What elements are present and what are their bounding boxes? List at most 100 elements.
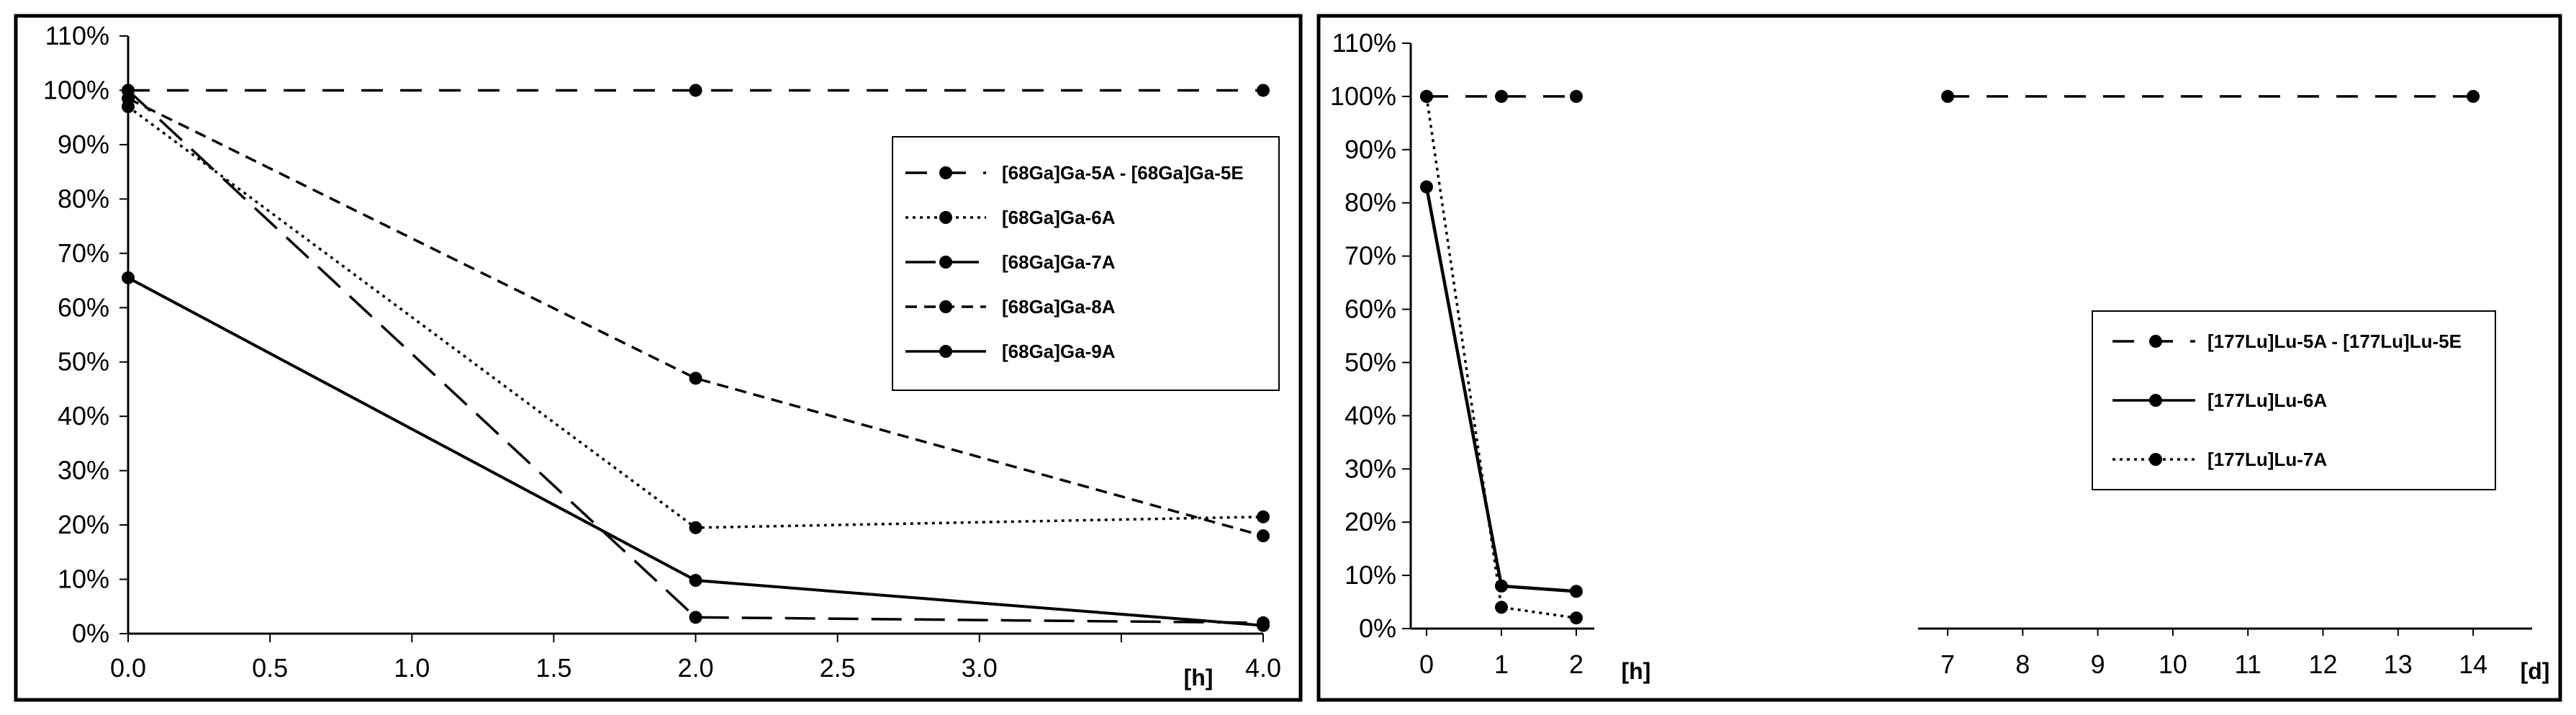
right-y-tick-label: 80%	[1345, 188, 1396, 217]
left-x-unit-label: [h]	[1184, 665, 1214, 691]
left-series-line	[127, 89, 1264, 624]
right-series-line	[1425, 96, 1577, 619]
left-x-tick-label: 4.0	[1245, 653, 1281, 683]
left-legend-marker	[939, 256, 952, 269]
left-data-point	[122, 91, 135, 105]
right-legend-entry: [177Lu]Lu-7A	[2112, 449, 2327, 470]
right-y-tick-label: 50%	[1345, 347, 1396, 377]
left-data-point	[1257, 84, 1270, 97]
right-chart-frame	[1316, 14, 2562, 702]
right-legend: [177Lu]Lu-5A - [177Lu]Lu-5E [177Lu]Lu-6A […	[2092, 310, 2496, 490]
left-legend-entry: [68Ga]Ga-6A	[905, 207, 1116, 228]
right-data-point	[1941, 89, 1954, 103]
right-data-point	[1570, 611, 1583, 625]
right-data-point	[1420, 180, 1433, 194]
right-data-point	[2467, 89, 2480, 103]
left-data-point	[1257, 529, 1270, 543]
left-y-tick-label: 60%	[58, 292, 109, 322]
left-data-point	[689, 84, 702, 97]
left-legend-entry: [68Ga]Ga-7A	[905, 251, 1116, 273]
right-y-tick-label: 70%	[1345, 241, 1396, 271]
right-legend-marker	[2149, 453, 2162, 466]
left-x-tick-label: 0.0	[110, 653, 146, 683]
left-y-tick-label: 100%	[43, 75, 109, 104]
left-data-point	[122, 271, 135, 284]
left-data-point	[1257, 619, 1270, 632]
left-series-line	[127, 97, 1264, 537]
right-data-point	[1570, 89, 1583, 103]
left-x-tick-label: 0.5	[252, 653, 288, 683]
right-legend-marker	[2149, 394, 2162, 407]
left-y-tick-label: 40%	[58, 401, 109, 431]
left-data-point	[689, 574, 702, 588]
right-y-tick-label: 60%	[1345, 294, 1396, 324]
right-series-1	[1420, 89, 2480, 103]
right-y-tick-label: 0%	[1359, 613, 1396, 643]
left-legend-label: [68Ga]Ga-5A - [68Ga]Ga-5E	[1002, 162, 1244, 184]
left-legend-label: [68Ga]Ga-8A	[1002, 296, 1116, 318]
left-y-tick-label: 110%	[45, 21, 109, 50]
left-legend-marker	[939, 345, 952, 358]
right-x-tick-label: 2	[1569, 649, 1583, 679]
left-y-tick-label: 0%	[72, 619, 109, 648]
right-data-point	[1420, 89, 1433, 103]
left-data-point	[689, 372, 702, 385]
right-series-3	[1420, 89, 1583, 625]
left-x-tick-label: 1.0	[394, 653, 430, 683]
left-legend-label: [68Ga]Ga-6A	[1002, 207, 1116, 228]
right-y-tick-label: 100%	[1330, 81, 1396, 111]
left-legend-marker	[939, 166, 952, 179]
right-data-point	[1495, 601, 1508, 614]
right-x-tick-label: 9	[2091, 649, 2105, 679]
left-series-5	[122, 271, 1270, 632]
left-legend-entry: [68Ga]Ga-5A - [68Ga]Ga-5E	[905, 162, 1244, 184]
right-y-tick-label: 20%	[1345, 507, 1396, 536]
right-x-tick-label: 1	[1494, 649, 1509, 679]
left-series-1	[122, 84, 1270, 97]
left-y-tick-label: 30%	[58, 456, 109, 485]
right-x-tick-label: 8	[2015, 649, 2030, 679]
right-x-unit-label-hours: [h]	[1622, 658, 1651, 684]
right-legend-label: [177Lu]Lu-5A - [177Lu]Lu-5E	[2207, 330, 2462, 352]
right-x-tick-label: 11	[2235, 649, 2261, 679]
left-x-tick-label: 2.5	[820, 653, 856, 683]
right-data-point	[1570, 585, 1583, 598]
left-x-tick-label: 3.0	[962, 653, 998, 683]
right-x-tick-label: 12	[2308, 649, 2337, 679]
left-legend-label: [68Ga]Ga-7A	[1002, 251, 1116, 273]
right-y-tick-label: 90%	[1345, 135, 1396, 164]
left-legend: [68Ga]Ga-5A - [68Ga]Ga-5E [68Ga]Ga-6A [68G…	[892, 136, 1280, 391]
right-x-tick-label: 10	[2159, 649, 2187, 679]
right-chart: 0% 10% 20% 30% 40% 50% 60% 70% 80% 90% 100% 110% 0 1…	[1330, 28, 2550, 684]
left-data-point	[689, 521, 702, 534]
left-y-tick-label: 10%	[58, 565, 109, 594]
left-y-tick-label: 50%	[58, 347, 109, 377]
left-x-tick-label: 2.0	[677, 653, 713, 683]
left-y-tick-label: 90%	[58, 130, 109, 159]
right-legend-entry: [177Lu]Lu-5A - [177Lu]Lu-5E	[2112, 330, 2462, 352]
right-x-tick-label: 0	[1419, 649, 1434, 679]
right-y-tick-label: 40%	[1345, 400, 1396, 430]
left-legend-label: [68Ga]Ga-9A	[1002, 341, 1116, 362]
right-y-tick-label: 30%	[1345, 454, 1396, 483]
left-chart: 0% 10% 20% 30% 40% 50% 60% 70% 80% 90% 100% 110% 0.…	[43, 21, 1281, 691]
right-x-tick-label: 13	[2384, 649, 2413, 679]
right-x-unit-label-days: [d]	[2521, 658, 2550, 684]
right-x-tick-label: 7	[1940, 649, 1955, 679]
left-data-point	[689, 611, 702, 624]
right-legend-marker	[2149, 335, 2162, 348]
left-legend-marker	[939, 211, 952, 224]
left-series-4	[122, 91, 1270, 543]
right-data-point	[1495, 89, 1508, 103]
right-legend-entry: [177Lu]Lu-6A	[2112, 390, 2327, 411]
right-legend-label: [177Lu]Lu-6A	[2207, 390, 2327, 411]
left-legend-box	[892, 136, 1280, 391]
left-y-tick-label: 20%	[58, 510, 109, 539]
left-chart-frame	[14, 14, 1303, 702]
left-legend-entry: [68Ga]Ga-9A	[905, 341, 1116, 362]
right-series-2	[1420, 180, 1583, 598]
left-data-point	[1257, 510, 1270, 523]
left-legend-entry: [68Ga]Ga-8A	[905, 296, 1116, 318]
right-y-tick-label: 10%	[1345, 560, 1396, 590]
